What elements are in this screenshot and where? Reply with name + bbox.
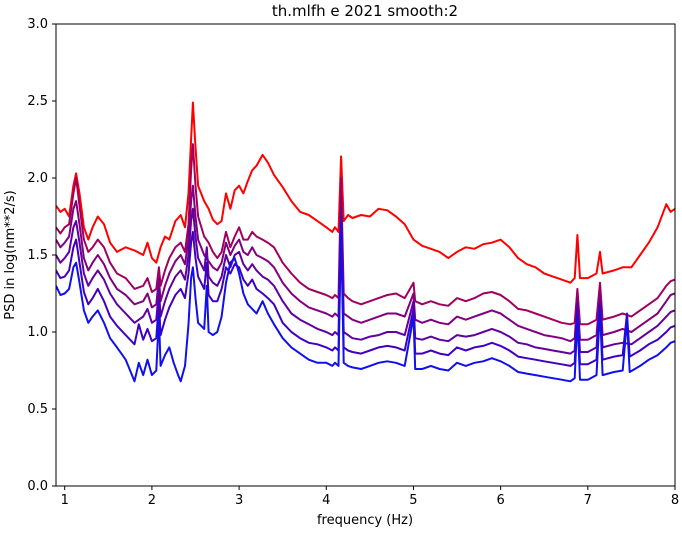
series-line-6 (56, 223, 675, 383)
x-tick-label: 5 (409, 493, 417, 508)
y-tick-label: 2.5 (27, 94, 48, 109)
series-line-1 (56, 101, 675, 284)
y-tick-label: 0.0 (27, 479, 48, 494)
x-axis: 1 2 3 4 5 6 7 8 (61, 486, 679, 508)
series-line-3 (56, 184, 675, 343)
x-tick-label: 6 (496, 493, 504, 508)
x-tick-label: 3 (235, 493, 243, 508)
x-axis-label: frequency (Hz) (317, 513, 413, 528)
x-tick-label: 1 (61, 493, 69, 508)
y-tick-label: 0.5 (27, 402, 48, 417)
y-axis-label: PSD in log(nm**2/s) (3, 190, 18, 320)
x-tick-label: 4 (322, 493, 330, 508)
y-tick-label: 1.0 (27, 325, 48, 340)
series-line-5 (56, 215, 675, 367)
series-line-4 (56, 207, 675, 355)
x-tick-label: 8 (671, 493, 679, 508)
y-tick-label: 3.0 (27, 17, 48, 32)
x-tick-label: 7 (584, 493, 592, 508)
chart-title: th.mlfh e 2021 smooth:2 (272, 2, 458, 20)
series-layer (56, 101, 675, 383)
y-axis: 0.0 0.5 1.0 1.5 2.0 2.5 3.0 (27, 17, 56, 494)
series-line-2 (56, 143, 675, 326)
y-tick-label: 2.0 (27, 171, 48, 186)
y-tick-label: 1.5 (27, 248, 48, 263)
x-tick-label: 2 (148, 493, 156, 508)
